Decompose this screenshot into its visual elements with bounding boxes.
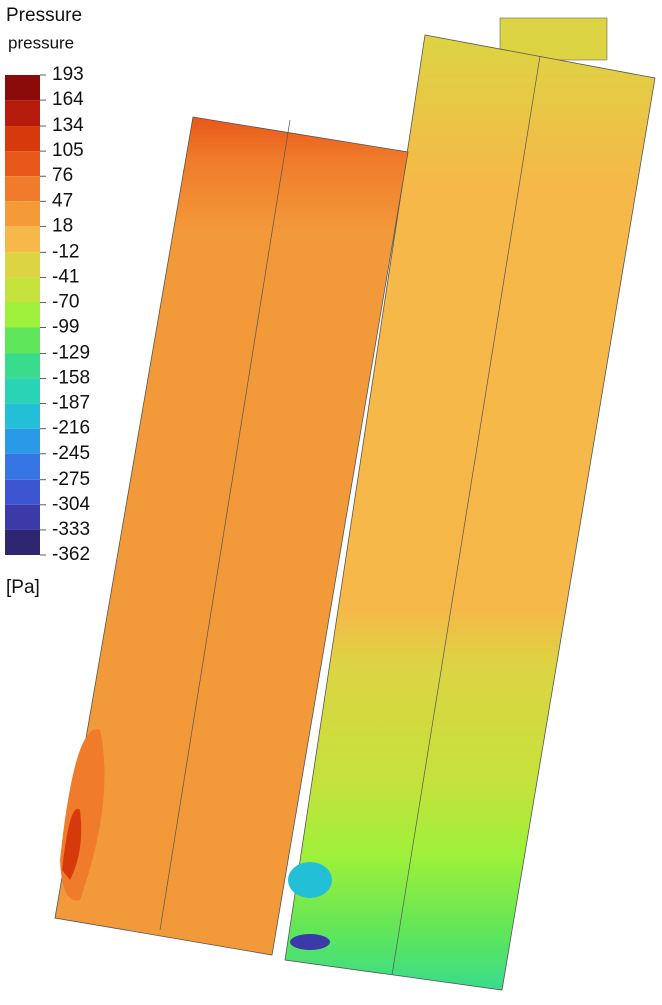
colorbar-swatch — [5, 176, 40, 202]
tick-label: -158 — [52, 368, 90, 389]
subtitle: pressure — [8, 33, 74, 52]
model — [54, 17, 656, 991]
title: Pressure — [6, 5, 82, 26]
contour-region — [290, 934, 330, 950]
tick-label: -245 — [52, 443, 90, 464]
tick-label: -275 — [52, 469, 90, 490]
tick-label: 105 — [52, 140, 84, 161]
colorbar-swatch — [5, 327, 40, 354]
colorbar-swatch — [5, 252, 40, 278]
tick-label: 18 — [52, 215, 73, 236]
colorbar-swatch — [5, 302, 40, 328]
tick-label: -99 — [52, 317, 79, 338]
colorbar-swatch — [5, 201, 40, 227]
colorbar-swatch — [5, 353, 40, 379]
tick-label: -187 — [52, 393, 90, 414]
colorbar-swatch — [5, 75, 40, 101]
tick-label: -12 — [52, 241, 79, 262]
contour-region — [62, 808, 82, 880]
colorbar-swatch — [5, 126, 40, 152]
colorbar-swatch — [5, 151, 40, 177]
right-panel — [284, 34, 656, 991]
contour-region — [288, 862, 332, 898]
colorbar-swatch — [5, 226, 40, 253]
colorbar-swatch — [5, 504, 40, 530]
tick-label: -70 — [52, 291, 79, 312]
tick-label: 164 — [52, 89, 84, 110]
tick-label: -304 — [52, 494, 90, 515]
tick-label: -216 — [52, 418, 90, 439]
tick-label: 193 — [52, 64, 84, 85]
colorbar: 193 164 134 105 76 47 18 -12 -41 -70 -99 -129 -158 -1… — [5, 64, 90, 565]
panel-seam — [391, 55, 541, 976]
colorbar-swatch — [5, 479, 40, 505]
colorbar-swatch — [5, 378, 40, 404]
colorbar-swatch — [5, 403, 40, 429]
left-panel — [54, 116, 409, 956]
colorbar-swatch — [5, 428, 40, 454]
tick-label: -333 — [52, 519, 90, 540]
panel-seam — [159, 119, 291, 931]
colorbar-swatch — [5, 100, 40, 127]
tick-label: -41 — [52, 266, 79, 287]
tick-label: 47 — [52, 190, 73, 211]
tick-label: 76 — [52, 165, 73, 186]
colorbar-swatch — [5, 529, 40, 555]
colorbar-swatch — [5, 277, 40, 303]
unit-label: [Pa] — [6, 577, 40, 598]
tick-label: -129 — [52, 343, 90, 364]
colorbar-swatch — [5, 453, 40, 480]
tick-label: -362 — [52, 544, 90, 565]
tick-label: 134 — [52, 115, 84, 136]
